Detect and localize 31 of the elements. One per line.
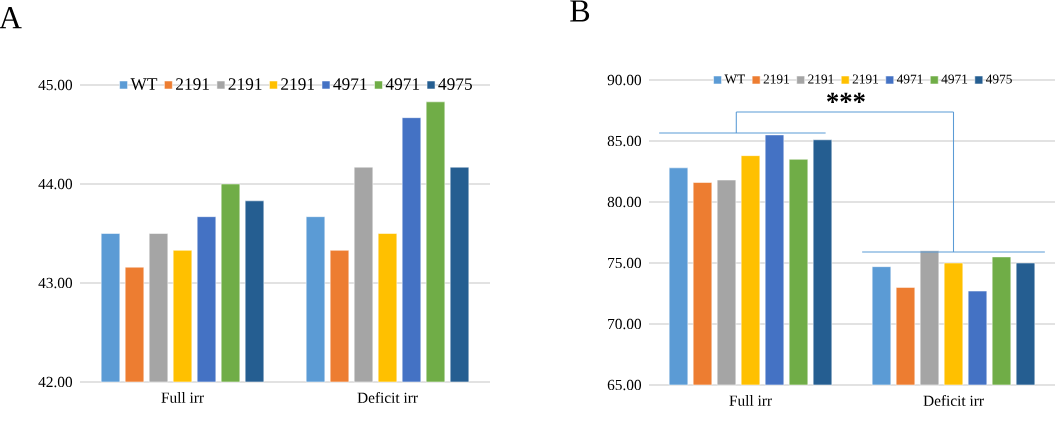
legend-label: WT (724, 74, 745, 84)
legend-label: 2191 (763, 74, 789, 84)
y-tick-label: 70.00 (608, 318, 642, 330)
y-tick-label: 44.00 (38, 178, 73, 190)
chart-title: A (0, 7, 22, 29)
legend-label: 2191 (852, 74, 879, 84)
legend-label: 2191 (808, 74, 834, 84)
legend-label: 2191 (176, 78, 209, 90)
legend-label: 4975 (438, 78, 472, 90)
legend-label: 4975 (985, 74, 1012, 84)
y-tick-label: 85.00 (607, 135, 642, 147)
legend-label: 2191 (281, 78, 315, 90)
legend-label: 4971 (896, 74, 923, 84)
y-tick-label: 90.00 (607, 74, 642, 86)
x-tick-label: Full irr (729, 395, 772, 406)
y-tick-label: 80.00 (607, 196, 642, 208)
x-tick-label: Deficit irr (357, 392, 418, 403)
x-tick-label: Deficit irr (923, 395, 984, 406)
legend-label: 4971 (385, 78, 420, 90)
legend-label: 4971 (333, 78, 367, 90)
y-tick-label: 45.00 (38, 79, 73, 91)
y-tick-label: 75.00 (608, 257, 642, 269)
y-tick-label: 65.00 (607, 379, 642, 391)
y-tick-label: 42.00 (38, 376, 73, 388)
annotation: *** (827, 92, 865, 103)
chart-title: B (570, 0, 590, 22)
legend-label: 2191 (228, 78, 262, 90)
x-tick-label: Full irr (161, 392, 204, 403)
y-tick-label: 43.00 (38, 277, 73, 289)
legend-label: 4971 (941, 74, 968, 84)
legend-label: WT (130, 78, 158, 90)
